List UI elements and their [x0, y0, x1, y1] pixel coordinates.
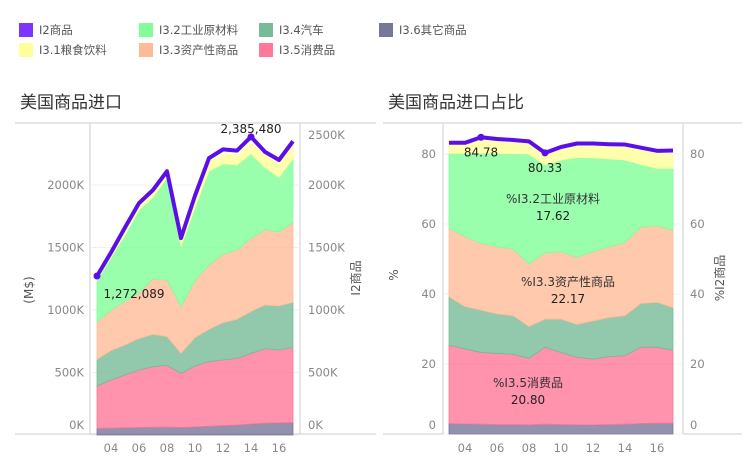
y2-axis-title: I2商品	[348, 260, 363, 295]
x-tick-label: 14	[244, 441, 259, 455]
y2-tick-label: 40	[690, 287, 705, 301]
y-tick-label: 1500K	[47, 241, 84, 255]
y2-tick-label: 2500K	[308, 128, 345, 142]
x-tick-label: 06	[490, 441, 505, 455]
area-label-value: 22.17	[551, 292, 585, 306]
annotated-point	[477, 133, 485, 141]
legend-label: I3.3资产性商品	[159, 43, 239, 57]
chart-title-right: 美国商品进口占比	[388, 93, 524, 113]
legend-label: I3.2工业原材料	[159, 23, 239, 37]
y-tick-label: 60	[421, 217, 436, 231]
legend-item-i2[interactable]: I2商品	[19, 22, 73, 38]
y2-tick-label: 500K	[308, 366, 338, 380]
y-tick-label: 40	[421, 287, 436, 301]
x-tick-label: 08	[522, 441, 537, 455]
x-tick-label: 10	[554, 441, 569, 455]
y2-tick-label: 2000K	[308, 178, 345, 192]
area-label-name: %I3.2工业原材料	[506, 192, 600, 206]
x-tick-label: 04	[104, 441, 119, 455]
legend-label: I3.4汽车	[279, 23, 324, 37]
legend-item-i3-6[interactable]: I3.6其它商品	[379, 22, 467, 38]
x-tick-label: 14	[618, 441, 633, 455]
y2-tick-label: 0	[690, 418, 697, 432]
legend-item-i3-3[interactable]: I3.3资产性商品	[139, 42, 238, 58]
legend-label: I2商品	[39, 23, 73, 37]
y-axis-title: (M$)	[22, 276, 36, 303]
x-tick-label: 12	[216, 441, 231, 455]
data-label: 80.33	[528, 161, 562, 175]
y-tick-label: 1000K	[47, 303, 84, 317]
y-tick-label: 500K	[55, 366, 85, 380]
area-%I3.1粮食饮料	[448, 139, 674, 169]
y-tick-label: 0	[429, 418, 436, 432]
annotated-point	[247, 133, 255, 141]
area-label-value: 17.62	[536, 209, 570, 223]
area-label-name: %I3.5消费品	[493, 376, 563, 390]
legend-label: I3.6其它商品	[399, 23, 467, 37]
y2-tick-label: 60	[690, 217, 705, 231]
x-tick-label: 16	[650, 441, 665, 455]
area-label-name: %I3.3资产性商品	[521, 274, 615, 289]
x-tick-label: 16	[272, 441, 287, 455]
area-label-value: 20.80	[511, 393, 545, 407]
y-tick-label: 0K	[69, 418, 84, 432]
legend-label: I3.5消费品	[279, 43, 336, 57]
y2-tick-label: 1000K	[308, 303, 345, 317]
legend-swatch	[139, 23, 153, 37]
data-label: 84.78	[464, 145, 498, 159]
legend-swatch	[19, 23, 33, 37]
y2-tick-label: 80	[690, 147, 705, 161]
x-tick-label: 10	[188, 441, 203, 455]
legend-label: I3.1粮食饮料	[39, 43, 107, 57]
legend-item-i3-4[interactable]: I3.4汽车	[259, 22, 324, 38]
data-label: 2,385,480	[220, 122, 281, 136]
x-tick-label: 06	[132, 441, 147, 455]
legend-swatch	[259, 23, 273, 37]
legend-swatch	[259, 43, 273, 57]
legend-swatch	[379, 23, 393, 37]
y2-tick-label: 20	[690, 357, 705, 371]
y2-tick-label: 1500K	[308, 241, 345, 255]
x-tick-label: 08	[160, 441, 175, 455]
annotated-point	[541, 149, 549, 157]
y-tick-label: 80	[421, 147, 436, 161]
legend-item-i3-5[interactable]: I3.5消费品	[259, 42, 335, 58]
chart-title-left: 美国商品进口	[20, 93, 122, 113]
y-tick-label: 20	[421, 357, 436, 371]
y-tick-label: 2000K	[47, 178, 84, 192]
y2-axis-title: %I2商品	[712, 255, 727, 302]
x-tick-label: 12	[586, 441, 601, 455]
annotated-point	[93, 272, 101, 280]
x-tick-label: 04	[458, 441, 473, 455]
legend-item-i3-1[interactable]: I3.1粮食饮料	[19, 42, 107, 58]
legend-swatch	[139, 43, 153, 57]
data-label: 1,272,089	[103, 287, 164, 301]
y2-tick-label: 0K	[308, 418, 323, 432]
legend-item-i3-2[interactable]: I3.2工业原材料	[139, 22, 238, 38]
y-axis-title: %	[387, 269, 401, 280]
legend-swatch	[19, 43, 33, 57]
